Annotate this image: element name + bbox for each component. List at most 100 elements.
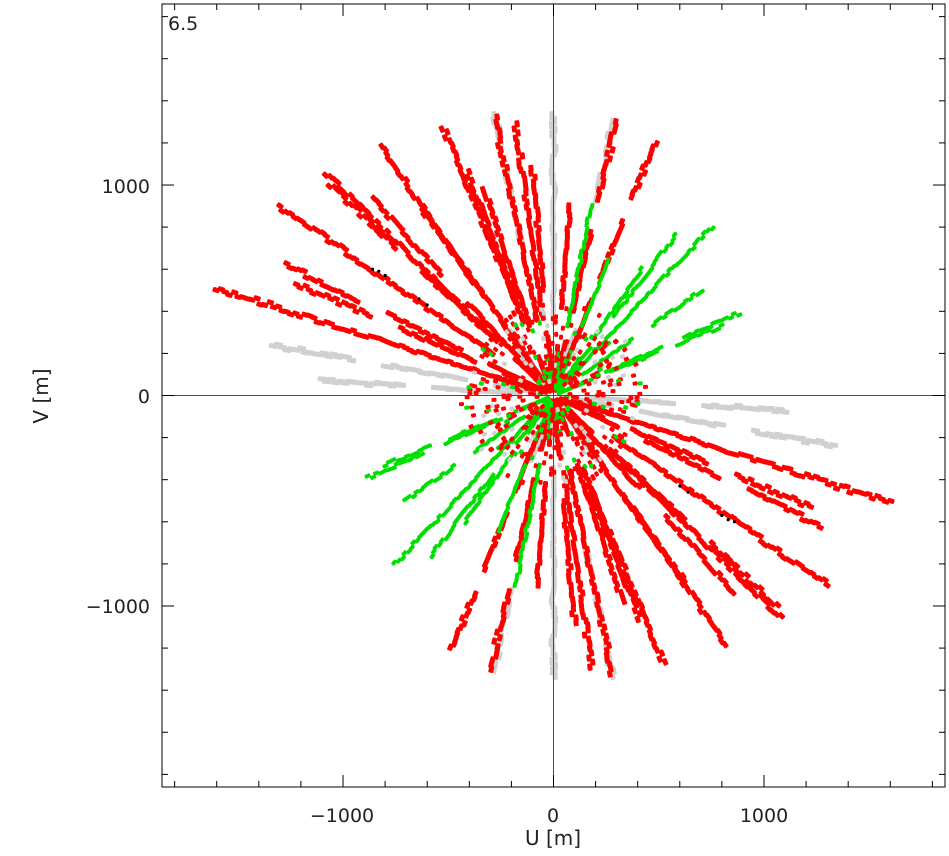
red-visibility-point xyxy=(563,400,569,406)
green-visibility-point xyxy=(595,372,602,378)
red-visibility-point xyxy=(607,382,613,387)
red-visibility-point xyxy=(305,224,314,232)
green-visibility-point xyxy=(564,465,570,471)
red-visibility-point xyxy=(563,396,569,402)
gray-visibility-point xyxy=(541,310,546,316)
gray-visibility-point xyxy=(471,370,478,376)
red-visibility-point xyxy=(629,426,638,433)
red-visibility-point xyxy=(495,385,501,390)
red-visibility-point xyxy=(520,479,526,486)
red-visibility-point xyxy=(575,440,581,446)
green-visibility-point xyxy=(488,351,494,357)
red-visibility-point xyxy=(513,381,519,387)
red-visibility-point xyxy=(325,182,333,191)
red-visibility-point xyxy=(612,338,619,344)
red-visibility-point xyxy=(546,336,551,342)
red-visibility-point xyxy=(567,380,574,386)
red-visibility-point xyxy=(639,163,646,172)
red-visibility-point xyxy=(543,343,549,349)
green-visibility-point xyxy=(600,404,606,410)
green-visibility-point xyxy=(470,498,477,505)
red-visibility-point xyxy=(549,466,554,472)
green-visibility-point xyxy=(505,413,512,419)
red-visibility-point xyxy=(493,376,500,382)
red-visibility-point xyxy=(505,472,511,479)
black-visibility-point xyxy=(678,484,682,488)
red-visibility-point xyxy=(523,424,529,431)
red-visibility-point xyxy=(322,232,331,240)
red-visibility-point xyxy=(366,215,374,223)
red-visibility-point xyxy=(607,446,615,455)
red-visibility-point xyxy=(505,444,511,451)
red-visibility-point xyxy=(556,449,561,455)
red-visibility-point xyxy=(382,208,390,216)
red-visibility-point xyxy=(569,469,575,475)
green-visibility-point xyxy=(530,328,536,334)
red-visibility-point xyxy=(456,345,465,353)
red-visibility-point xyxy=(558,431,564,437)
red-visibility-point xyxy=(479,353,485,360)
red-visibility-point xyxy=(378,274,386,282)
red-visibility-point xyxy=(532,312,537,318)
red-visibility-point xyxy=(746,486,754,493)
red-visibility-point xyxy=(390,244,399,252)
red-visibility-point xyxy=(477,429,484,435)
red-visibility-point xyxy=(524,351,530,357)
green-visibility-point xyxy=(596,278,603,286)
green-visibility-point xyxy=(611,312,618,319)
red-visibility-point xyxy=(605,364,612,370)
green-visibility-point xyxy=(580,370,587,377)
gray-visibility-point xyxy=(638,408,648,415)
red-visibility-point xyxy=(550,414,555,420)
red-visibility-point xyxy=(596,340,602,347)
black-visibility-point xyxy=(726,518,730,522)
gray-visibility-point xyxy=(597,456,603,462)
red-visibility-point xyxy=(617,433,624,439)
red-visibility-point xyxy=(586,399,592,404)
red-visibility-point xyxy=(733,471,742,479)
red-visibility-point xyxy=(540,302,546,308)
gray-visibility-point xyxy=(629,415,636,421)
green-visibility-point xyxy=(556,390,563,396)
green-visibility-point xyxy=(434,518,441,525)
red-visibility-point xyxy=(572,383,579,389)
green-visibility-point xyxy=(524,531,530,538)
red-visibility-point xyxy=(838,482,847,490)
red-visibility-point xyxy=(532,316,538,322)
gray-visibility-point xyxy=(581,449,587,456)
green-visibility-point xyxy=(544,395,551,401)
red-visibility-point xyxy=(544,330,549,336)
red-visibility-point xyxy=(530,429,536,436)
green-visibility-point xyxy=(438,537,445,544)
red-visibility-point xyxy=(494,404,500,409)
red-visibility-point xyxy=(523,366,529,372)
green-visibility-point xyxy=(400,555,407,562)
red-visibility-point xyxy=(488,420,494,426)
gray-visibility-point xyxy=(563,479,569,485)
green-visibility-point xyxy=(460,429,467,435)
red-visibility-point xyxy=(501,376,508,382)
green-visibility-point xyxy=(577,253,583,260)
green-visibility-point xyxy=(390,457,397,463)
red-visibility-point xyxy=(524,386,530,392)
green-visibility-point xyxy=(672,306,680,313)
red-visibility-point xyxy=(772,488,780,496)
red-visibility-point xyxy=(656,655,663,663)
red-visibility-point xyxy=(534,372,540,379)
red-visibility-point xyxy=(334,178,342,187)
green-visibility-point xyxy=(450,462,457,469)
red-visibility-point xyxy=(579,445,585,451)
red-visibility-point xyxy=(573,370,580,376)
red-visibility-point xyxy=(533,463,539,469)
green-visibility-point xyxy=(689,291,697,298)
green-visibility-point xyxy=(666,266,673,273)
red-visibility-point xyxy=(492,336,500,345)
red-visibility-point xyxy=(569,401,576,407)
corner-label: 6.5 xyxy=(168,13,198,35)
red-visibility-point xyxy=(577,434,583,440)
red-visibility-point xyxy=(327,295,335,303)
red-visibility-point xyxy=(622,347,628,353)
gray-visibility-point xyxy=(491,430,498,436)
red-visibility-point xyxy=(619,399,625,405)
gray-visibility-point xyxy=(478,446,485,453)
